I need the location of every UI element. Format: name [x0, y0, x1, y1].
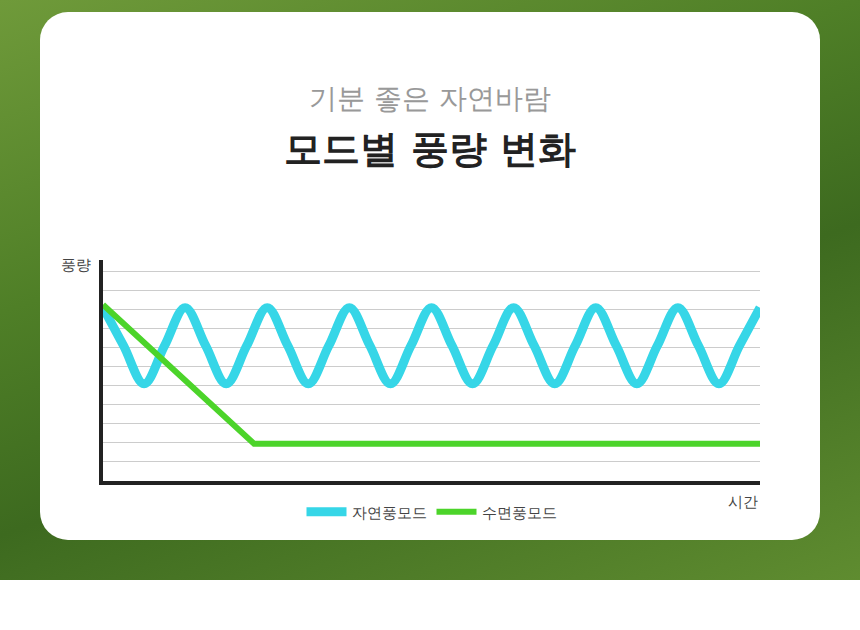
- html-text:모드별 풍량 변화: 모드별 풍량 변화: [283, 127, 577, 171]
- svg-text:수면풍모드: 수면풍모드: [482, 504, 557, 522]
- html-text:기분 좋은 자연바람: 기분 좋은 자연바람: [309, 82, 551, 115]
- svg-text:자연풍모드: 자연풍모드: [352, 504, 427, 522]
- svg-text:풍량: 풍량: [61, 256, 91, 274]
- svg-text:시간: 시간: [728, 493, 758, 511]
